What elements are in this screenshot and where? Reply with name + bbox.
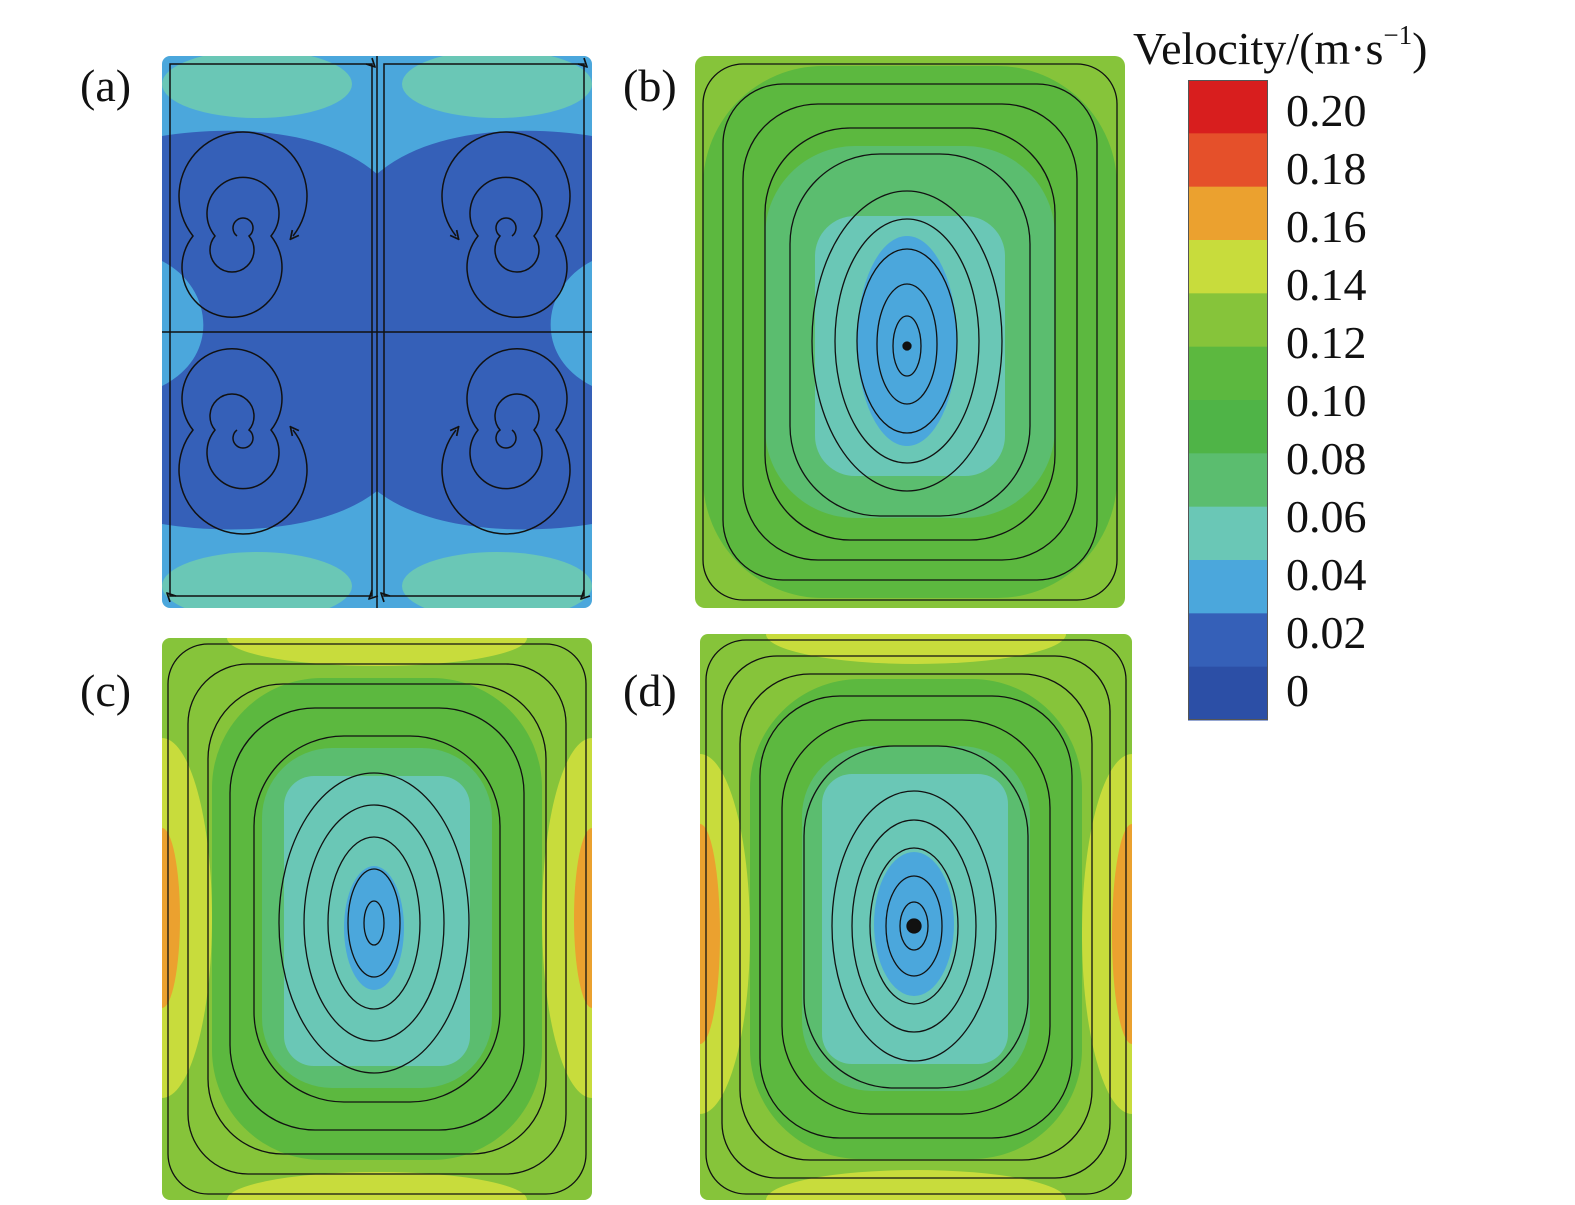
colorbar-tick-label: 0.14 (1286, 259, 1367, 310)
colorbar-title-close: ) (1412, 23, 1428, 74)
panel-d-streamlines (705, 639, 1127, 1195)
colorbar-tick-label: 0.04 (1286, 549, 1367, 600)
colorbar-tick-label: 0.10 (1286, 375, 1367, 426)
colorbar-swatch (1188, 80, 1268, 134)
panel-c-vortex-core (344, 866, 404, 990)
colorbar-frame (1188, 80, 1268, 720)
colorbar-tick-label: 0.02 (1286, 607, 1367, 658)
panel-a-streamlines (162, 56, 592, 608)
panel-a-velocity-field (162, 56, 592, 608)
panel-c-edge-peak-left (162, 828, 180, 1008)
colorbar-tick-label: 0.16 (1286, 201, 1367, 252)
colorbar-swatch (1188, 133, 1268, 188)
colorbar-swatch (1188, 346, 1268, 401)
colorbar-swatch (1188, 613, 1268, 668)
colorbar-tick-label: 0.18 (1286, 143, 1367, 194)
panel-label-d: (d) (623, 665, 677, 716)
colorbar (1188, 80, 1268, 721)
colorbar-swatch (1188, 506, 1268, 561)
panel-c-edge-high-bottom (227, 1172, 527, 1200)
panel-d-velocity-field (700, 634, 1132, 1200)
panel-d-edge-peak-left (700, 824, 720, 1044)
colorbar-tick-label: 0.06 (1286, 491, 1367, 542)
panel-d-edge-high-left (700, 754, 750, 1114)
panel-d-edge-high-right (1082, 754, 1132, 1114)
panel-c-edge-high-left (162, 738, 212, 1098)
colorbar-tick-label: 0.08 (1286, 433, 1367, 484)
panel-d-edge-peak-right (1112, 824, 1132, 1044)
colorbar-title: Velocity/(m·s−1) (1133, 22, 1427, 72)
panel-c-velocity-field (162, 638, 592, 1200)
panel-c-edge-peak-right (574, 828, 592, 1008)
panel-c-edge-high-right (542, 738, 592, 1098)
panel-label-b: (b) (623, 60, 677, 111)
panel-d-edge-high-top (766, 634, 1066, 664)
panel-b-vortex-core (857, 236, 957, 446)
panel-label-c: (c) (80, 665, 132, 716)
panel-c-edge-high-top (227, 638, 527, 666)
colorbar-swatch (1188, 293, 1268, 348)
panel-label-a: (a) (80, 60, 132, 111)
colorbar-tick-label: 0.12 (1286, 317, 1367, 368)
colorbar-tick-label: 0.20 (1286, 85, 1367, 136)
colorbar-tick-label: 0 (1286, 665, 1309, 716)
panel-b-streamlines (702, 63, 1118, 601)
colorbar-swatch (1188, 400, 1268, 454)
colorbar-title-exponent: −1 (1383, 20, 1413, 50)
panel-d-edge-high-bottom (766, 1170, 1066, 1200)
colorbar-title-text: Velocity/(m·s (1133, 23, 1384, 74)
colorbar-swatch (1188, 560, 1268, 614)
panel-b-velocity-field (695, 56, 1125, 608)
colorbar-swatch (1188, 186, 1268, 241)
colorbar-swatch (1188, 453, 1268, 508)
panel-c-streamlines (167, 643, 587, 1195)
colorbar-swatch (1188, 666, 1268, 721)
colorbar-swatch (1188, 240, 1268, 294)
